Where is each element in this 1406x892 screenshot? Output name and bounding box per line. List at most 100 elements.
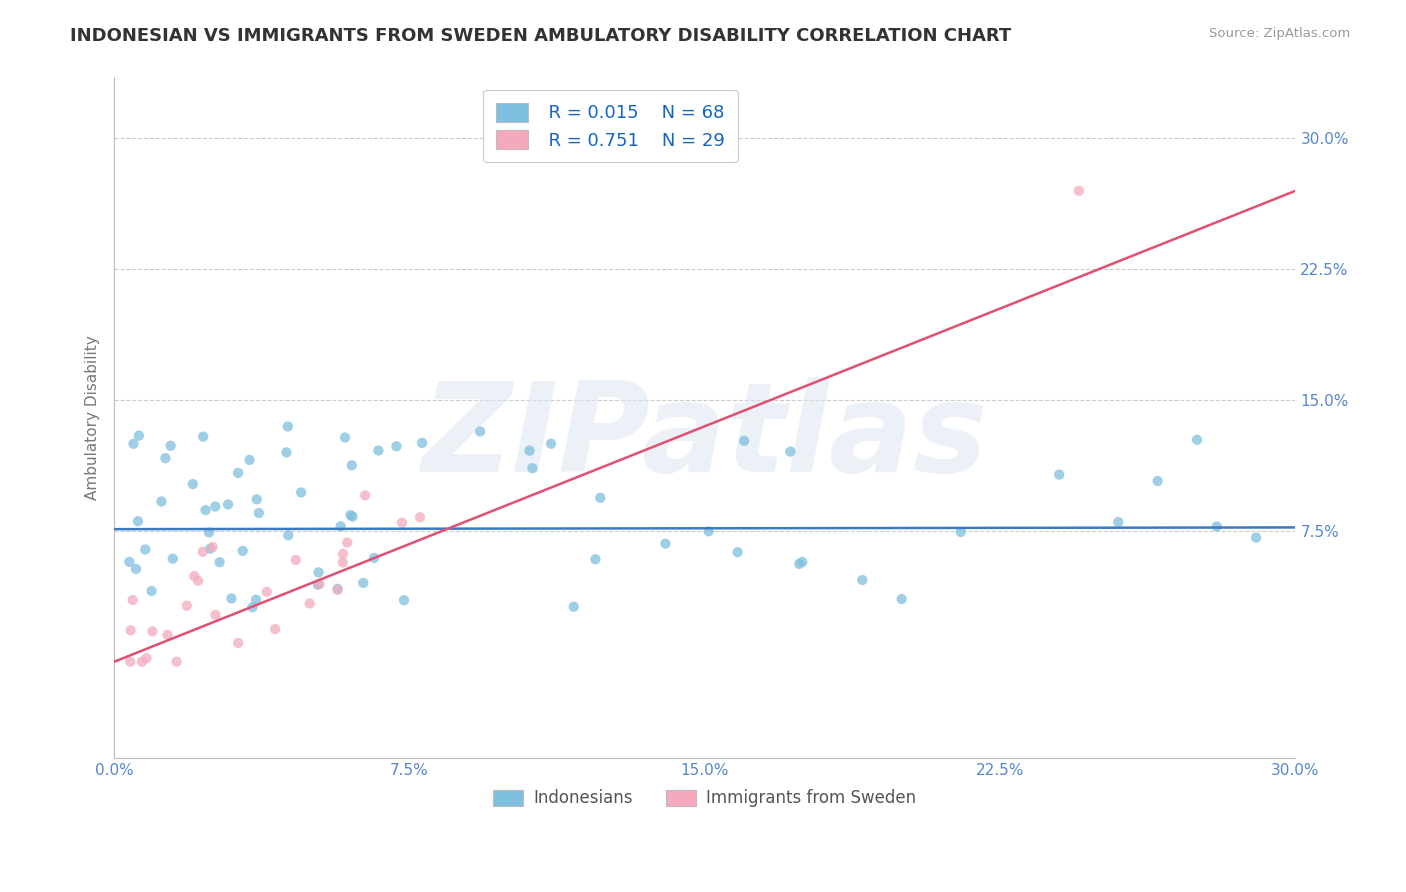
Point: [226, 466, 249, 480]
Point: [342, 509, 364, 524]
Point: [156, 628, 179, 642]
Point: [232, 544, 254, 558]
Point: [277, 528, 299, 542]
Point: [411, 436, 433, 450]
Point: [176, 599, 198, 613]
Point: [120, 624, 142, 638]
Point: [134, 542, 156, 557]
Point: [198, 525, 221, 540]
Point: [194, 503, 217, 517]
Point: [1067, 184, 1090, 198]
Point: [352, 575, 374, 590]
Text: INDONESIAN VS IMMIGRANTS FROM SWEDEN AMBULATORY DISABILITY CORRELATION CHART: INDONESIAN VS IMMIGRANTS FROM SWEDEN AMB…: [70, 27, 1011, 45]
Point: [326, 582, 349, 597]
Point: [308, 566, 330, 580]
Point: [208, 555, 231, 569]
Point: [187, 574, 209, 588]
Point: [191, 545, 214, 559]
Point: [204, 607, 226, 622]
Point: [326, 582, 349, 596]
Point: [226, 636, 249, 650]
Point: [733, 434, 755, 448]
Point: [654, 536, 676, 550]
Point: [200, 541, 222, 556]
Point: [562, 599, 585, 614]
Point: [697, 524, 720, 539]
Point: [949, 524, 972, 539]
Point: [246, 492, 269, 507]
Point: [191, 430, 214, 444]
Point: [522, 461, 544, 475]
Point: [141, 584, 163, 599]
Point: [307, 578, 329, 592]
Point: [336, 535, 359, 549]
Point: [276, 445, 298, 459]
Point: [792, 555, 814, 569]
Point: [242, 600, 264, 615]
Point: [141, 624, 163, 639]
Point: [125, 562, 148, 576]
Point: [1244, 531, 1267, 545]
Point: [217, 498, 239, 512]
Point: [247, 506, 270, 520]
Point: [1185, 433, 1208, 447]
Point: [221, 591, 243, 606]
Point: [256, 584, 278, 599]
Point: [727, 545, 749, 559]
Point: [470, 425, 492, 439]
Point: [519, 443, 541, 458]
Point: [1205, 519, 1227, 533]
Point: [308, 577, 330, 591]
Point: [159, 439, 181, 453]
Point: [354, 488, 377, 502]
Point: [131, 655, 153, 669]
Point: [332, 555, 354, 569]
Point: [162, 551, 184, 566]
Point: [201, 540, 224, 554]
Point: [1146, 474, 1168, 488]
Point: [284, 553, 307, 567]
Point: [121, 593, 143, 607]
Point: [245, 592, 267, 607]
Point: [332, 547, 354, 561]
Point: [367, 443, 389, 458]
Point: [540, 436, 562, 450]
Point: [166, 655, 188, 669]
Point: [120, 655, 142, 669]
Point: [392, 593, 415, 607]
Point: [363, 550, 385, 565]
Point: [339, 508, 361, 522]
Point: [779, 444, 801, 458]
Point: [391, 516, 413, 530]
Point: [1047, 467, 1070, 482]
Point: [128, 428, 150, 442]
Point: [787, 557, 810, 571]
Point: [890, 592, 912, 607]
Point: [589, 491, 612, 505]
Legend: Indonesians, Immigrants from Sweden: Indonesians, Immigrants from Sweden: [486, 782, 922, 814]
Point: [340, 458, 363, 473]
Point: [127, 514, 149, 528]
Point: [1107, 515, 1129, 529]
Point: [118, 555, 141, 569]
Point: [851, 573, 873, 587]
Point: [277, 419, 299, 434]
Point: [329, 519, 352, 533]
Point: [239, 453, 262, 467]
Point: [385, 439, 408, 453]
Text: ZIPatlas: ZIPatlas: [422, 377, 988, 499]
Point: [150, 494, 173, 508]
Point: [122, 436, 145, 450]
Point: [183, 569, 205, 583]
Point: [409, 510, 432, 524]
Point: [290, 485, 312, 500]
Point: [204, 500, 226, 514]
Point: [155, 451, 177, 466]
Point: [333, 430, 356, 444]
Point: [583, 552, 606, 566]
Point: [298, 596, 321, 610]
Point: [264, 622, 287, 636]
Point: [135, 651, 157, 665]
Text: Source: ZipAtlas.com: Source: ZipAtlas.com: [1209, 27, 1350, 40]
Y-axis label: Ambulatory Disability: Ambulatory Disability: [86, 335, 100, 500]
